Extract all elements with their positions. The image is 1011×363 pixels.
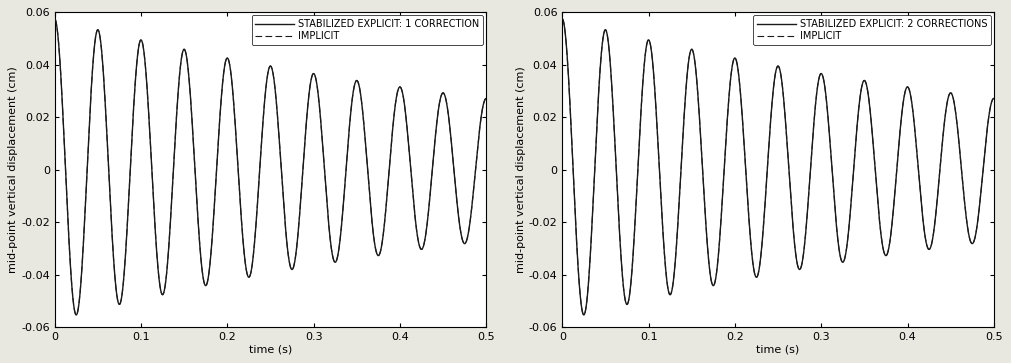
STABILIZED EXPLICIT: 1 CORRECTION: (0.3, 0.0367): 1 CORRECTION: (0.3, 0.0367) — [307, 72, 319, 76]
STABILIZED EXPLICIT: 2 CORRECTIONS: (0, 0.0575): 2 CORRECTIONS: (0, 0.0575) — [556, 17, 568, 21]
Legend: STABILIZED EXPLICIT: 2 CORRECTIONS, IMPLICIT: STABILIZED EXPLICIT: 2 CORRECTIONS, IMPL… — [753, 15, 991, 45]
Line: STABILIZED EXPLICIT: 2 CORRECTIONS: STABILIZED EXPLICIT: 2 CORRECTIONS — [562, 19, 994, 315]
IMPLICIT — [403, 154, 416, 158]
IMPLICIT — [307, 72, 319, 76]
STABILIZED EXPLICIT: 2 CORRECTIONS: (0.5, 0.0272): 2 CORRECTIONS: (0.5, 0.0272) — [988, 96, 1000, 101]
STABILIZED EXPLICIT: 2 CORRECTIONS: (0.191, 0.019): 2 CORRECTIONS: (0.191, 0.019) — [721, 118, 733, 122]
STABILIZED EXPLICIT: 1 CORRECTION: (0.325, -0.0353): 1 CORRECTION: (0.325, -0.0353) — [330, 260, 342, 264]
IMPLICIT — [330, 260, 342, 264]
STABILIZED EXPLICIT: 1 CORRECTION: (0.5, 0.0272): 1 CORRECTION: (0.5, 0.0272) — [480, 96, 492, 101]
STABILIZED EXPLICIT: 1 CORRECTION: (0, 0.0575): 1 CORRECTION: (0, 0.0575) — [49, 17, 61, 21]
Line: IMPLICIT: IMPLICIT — [55, 19, 486, 315]
Line: STABILIZED EXPLICIT: 1 CORRECTION: STABILIZED EXPLICIT: 1 CORRECTION — [55, 19, 486, 315]
STABILIZED EXPLICIT: 1 CORRECTION: (0.373, -0.032): 1 CORRECTION: (0.373, -0.032) — [371, 252, 383, 256]
IMPLICIT — [837, 260, 849, 264]
Legend: STABILIZED EXPLICIT: 1 CORRECTION, IMPLICIT: STABILIZED EXPLICIT: 1 CORRECTION, IMPLI… — [252, 15, 483, 45]
STABILIZED EXPLICIT: 2 CORRECTIONS: (0.0249, -0.0554): 2 CORRECTIONS: (0.0249, -0.0554) — [577, 313, 589, 317]
Y-axis label: mid-point vertical displacement (cm): mid-point vertical displacement (cm) — [8, 66, 18, 273]
IMPLICIT — [879, 252, 891, 256]
IMPLICIT — [127, 113, 140, 117]
STABILIZED EXPLICIT: 1 CORRECTION: (0.191, 0.019): 1 CORRECTION: (0.191, 0.019) — [213, 118, 225, 122]
IMPLICIT — [556, 17, 568, 21]
IMPLICIT — [577, 313, 589, 317]
STABILIZED EXPLICIT: 2 CORRECTIONS: (0.325, -0.0353): 2 CORRECTIONS: (0.325, -0.0353) — [837, 260, 849, 264]
IMPLICIT — [213, 118, 225, 122]
IMPLICIT — [49, 17, 61, 21]
STABILIZED EXPLICIT: 1 CORRECTION: (0.411, 0.00514): 1 CORRECTION: (0.411, 0.00514) — [403, 154, 416, 158]
Line: IMPLICIT: IMPLICIT — [562, 19, 994, 315]
STABILIZED EXPLICIT: 1 CORRECTION: (0.0249, -0.0554): 1 CORRECTION: (0.0249, -0.0554) — [70, 313, 82, 317]
IMPLICIT — [635, 113, 647, 117]
X-axis label: time (s): time (s) — [249, 344, 292, 355]
IMPLICIT — [911, 154, 923, 158]
STABILIZED EXPLICIT: 2 CORRECTIONS: (0.3, 0.0367): 2 CORRECTIONS: (0.3, 0.0367) — [815, 72, 827, 76]
IMPLICIT — [371, 252, 383, 256]
STABILIZED EXPLICIT: 2 CORRECTIONS: (0.411, 0.00514): 2 CORRECTIONS: (0.411, 0.00514) — [911, 154, 923, 158]
IMPLICIT — [70, 313, 82, 317]
Y-axis label: mid-point vertical displacement (cm): mid-point vertical displacement (cm) — [516, 66, 526, 273]
STABILIZED EXPLICIT: 2 CORRECTIONS: (0.373, -0.032): 2 CORRECTIONS: (0.373, -0.032) — [879, 252, 891, 256]
IMPLICIT — [480, 96, 492, 101]
STABILIZED EXPLICIT: 1 CORRECTION: (0.0909, 0.0209): 1 CORRECTION: (0.0909, 0.0209) — [127, 113, 140, 117]
IMPLICIT — [721, 118, 733, 122]
X-axis label: time (s): time (s) — [756, 344, 800, 355]
STABILIZED EXPLICIT: 2 CORRECTIONS: (0.0909, 0.0209): 2 CORRECTIONS: (0.0909, 0.0209) — [635, 113, 647, 117]
IMPLICIT — [815, 72, 827, 76]
IMPLICIT — [988, 96, 1000, 101]
